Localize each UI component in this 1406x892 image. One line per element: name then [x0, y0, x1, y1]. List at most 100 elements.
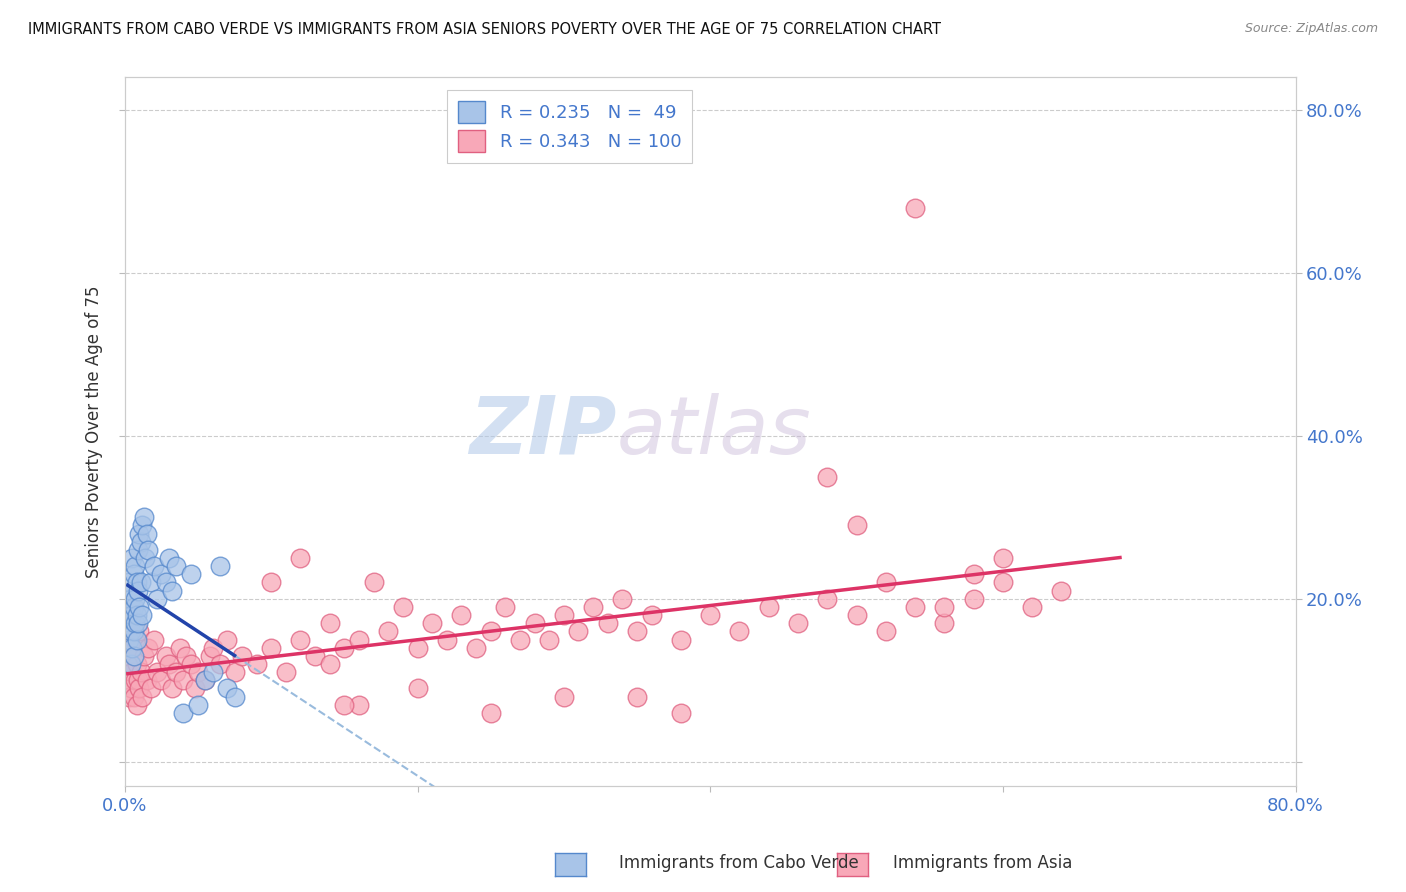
- Point: [815, 591, 838, 606]
- Point: [125, 698, 148, 712]
- Point: [274, 665, 297, 679]
- Point: [224, 665, 246, 679]
- Point: [509, 632, 531, 647]
- Point: [319, 657, 342, 671]
- Point: [127, 673, 149, 688]
- Point: [121, 640, 143, 655]
- Point: [377, 624, 399, 639]
- Point: [135, 526, 157, 541]
- Point: [124, 616, 146, 631]
- Point: [122, 648, 145, 663]
- Point: [304, 648, 326, 663]
- Point: [582, 599, 605, 614]
- Point: [157, 657, 180, 671]
- Point: [626, 690, 648, 704]
- Text: IMMIGRANTS FROM CABO VERDE VS IMMIGRANTS FROM ASIA SENIORS POVERTY OVER THE AGE : IMMIGRANTS FROM CABO VERDE VS IMMIGRANTS…: [28, 22, 941, 37]
- Point: [875, 624, 897, 639]
- Point: [125, 657, 148, 671]
- Point: [420, 616, 443, 631]
- Point: [1050, 583, 1073, 598]
- Point: [122, 567, 145, 582]
- Point: [567, 624, 589, 639]
- Point: [117, 608, 139, 623]
- Point: [125, 575, 148, 590]
- Point: [260, 640, 283, 655]
- Point: [128, 526, 150, 541]
- Text: Source: ZipAtlas.com: Source: ZipAtlas.com: [1244, 22, 1378, 36]
- Point: [553, 690, 575, 704]
- Point: [122, 690, 145, 704]
- Point: [121, 608, 143, 623]
- Point: [333, 640, 356, 655]
- Point: [128, 624, 150, 639]
- Point: [479, 624, 502, 639]
- Point: [201, 665, 224, 679]
- Text: ZIP: ZIP: [470, 392, 617, 471]
- Point: [194, 673, 217, 688]
- Point: [120, 657, 142, 671]
- Point: [129, 575, 152, 590]
- Point: [128, 681, 150, 696]
- Point: [626, 624, 648, 639]
- Point: [934, 616, 956, 631]
- Point: [118, 575, 141, 590]
- Point: [127, 542, 149, 557]
- Point: [128, 599, 150, 614]
- Point: [363, 575, 385, 590]
- Text: Immigrants from Cabo Verde: Immigrants from Cabo Verde: [619, 855, 859, 872]
- Point: [120, 591, 142, 606]
- Point: [787, 616, 810, 631]
- Point: [962, 591, 984, 606]
- Point: [494, 599, 516, 614]
- Point: [122, 624, 145, 639]
- Point: [180, 567, 202, 582]
- Point: [217, 681, 239, 696]
- Point: [1021, 599, 1043, 614]
- Point: [260, 575, 283, 590]
- Point: [815, 469, 838, 483]
- Point: [117, 673, 139, 688]
- Point: [121, 583, 143, 598]
- Point: [118, 690, 141, 704]
- Point: [184, 681, 207, 696]
- Point: [165, 665, 187, 679]
- Point: [125, 608, 148, 623]
- Point: [134, 551, 156, 566]
- Point: [120, 681, 142, 696]
- Y-axis label: Seniors Poverty Over the Age of 75: Seniors Poverty Over the Age of 75: [86, 285, 103, 578]
- Point: [538, 632, 561, 647]
- Legend: R = 0.235   N =  49, R = 0.343   N = 100: R = 0.235 N = 49, R = 0.343 N = 100: [447, 90, 692, 163]
- Point: [118, 632, 141, 647]
- Point: [991, 575, 1014, 590]
- Point: [131, 608, 153, 623]
- Point: [132, 510, 155, 524]
- Point: [201, 640, 224, 655]
- Point: [319, 616, 342, 631]
- Point: [845, 608, 868, 623]
- Point: [479, 706, 502, 720]
- Point: [208, 657, 231, 671]
- Point: [124, 632, 146, 647]
- Point: [146, 591, 169, 606]
- Point: [640, 608, 662, 623]
- Point: [465, 640, 488, 655]
- Point: [127, 616, 149, 631]
- Point: [553, 608, 575, 623]
- Point: [172, 706, 194, 720]
- Point: [136, 640, 159, 655]
- Point: [131, 518, 153, 533]
- Point: [165, 559, 187, 574]
- Point: [450, 608, 472, 623]
- Point: [217, 632, 239, 647]
- Point: [129, 665, 152, 679]
- Point: [699, 608, 721, 623]
- Point: [160, 681, 183, 696]
- Point: [121, 665, 143, 679]
- Point: [523, 616, 546, 631]
- Point: [669, 706, 692, 720]
- Point: [904, 201, 927, 215]
- Point: [124, 559, 146, 574]
- Point: [132, 648, 155, 663]
- Point: [758, 599, 780, 614]
- Point: [143, 559, 166, 574]
